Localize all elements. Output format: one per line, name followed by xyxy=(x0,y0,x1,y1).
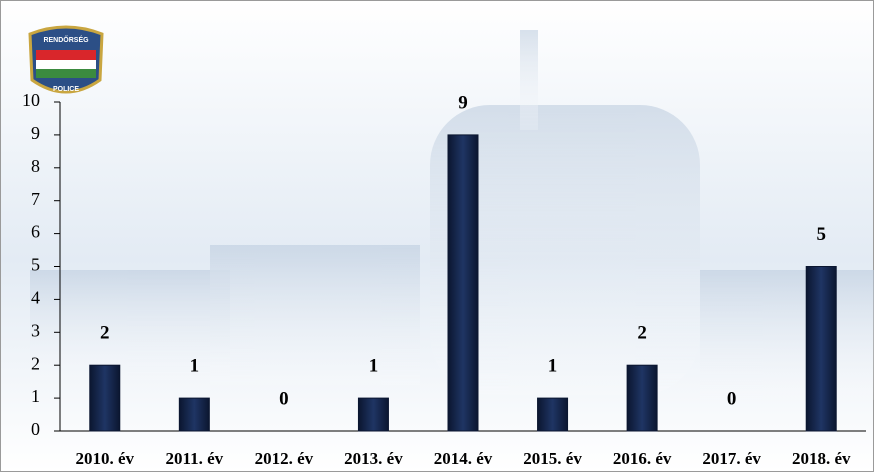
data-label: 5 xyxy=(816,224,826,245)
bar xyxy=(178,397,210,432)
bar xyxy=(89,364,121,432)
x-tick-label: 2017. év xyxy=(702,449,761,468)
y-tick-label: 1 xyxy=(31,386,40,406)
data-label: 1 xyxy=(369,355,379,376)
data-label: 0 xyxy=(279,388,289,409)
data-label: 2 xyxy=(100,323,110,344)
x-tick-label: 2015. év xyxy=(523,449,582,468)
y-tick-label: 4 xyxy=(31,288,40,308)
x-tick-label: 2016. év xyxy=(613,449,672,468)
x-tick-label: 2014. év xyxy=(434,449,493,468)
x-tick-label: 2013. év xyxy=(344,449,403,468)
logo-bottom: POLICE xyxy=(53,86,79,93)
data-label: 1 xyxy=(548,355,558,376)
y-tick-label: 8 xyxy=(31,156,40,176)
x-tick-label: 2010. év xyxy=(76,449,135,468)
data-label: 2 xyxy=(637,323,647,344)
data-label: 9 xyxy=(458,92,468,113)
data-label: 1 xyxy=(190,355,200,376)
y-tick-label: 10 xyxy=(22,90,40,110)
bar xyxy=(537,397,569,432)
y-tick-label: 2 xyxy=(31,353,40,373)
bar xyxy=(626,364,658,432)
y-tick-label: 9 xyxy=(31,123,40,143)
x-tick-label: 2011. év xyxy=(166,449,224,468)
y-tick-label: 6 xyxy=(31,222,40,242)
logo: RENDŐRSÉG POLICE xyxy=(28,25,104,94)
x-tick-label: 2018. év xyxy=(792,449,851,468)
bar xyxy=(357,397,389,432)
y-tick-label: 3 xyxy=(31,320,40,340)
y-tick-label: 0 xyxy=(31,419,40,439)
x-tick-label: 2012. év xyxy=(255,449,314,468)
y-tick-label: 5 xyxy=(31,255,40,275)
y-tick-label: 7 xyxy=(31,189,40,209)
bar xyxy=(805,266,837,432)
bar xyxy=(447,134,479,432)
background-buildings xyxy=(30,30,874,400)
data-label: 0 xyxy=(727,388,737,409)
logo-top: RENDŐRSÉG xyxy=(43,35,89,44)
